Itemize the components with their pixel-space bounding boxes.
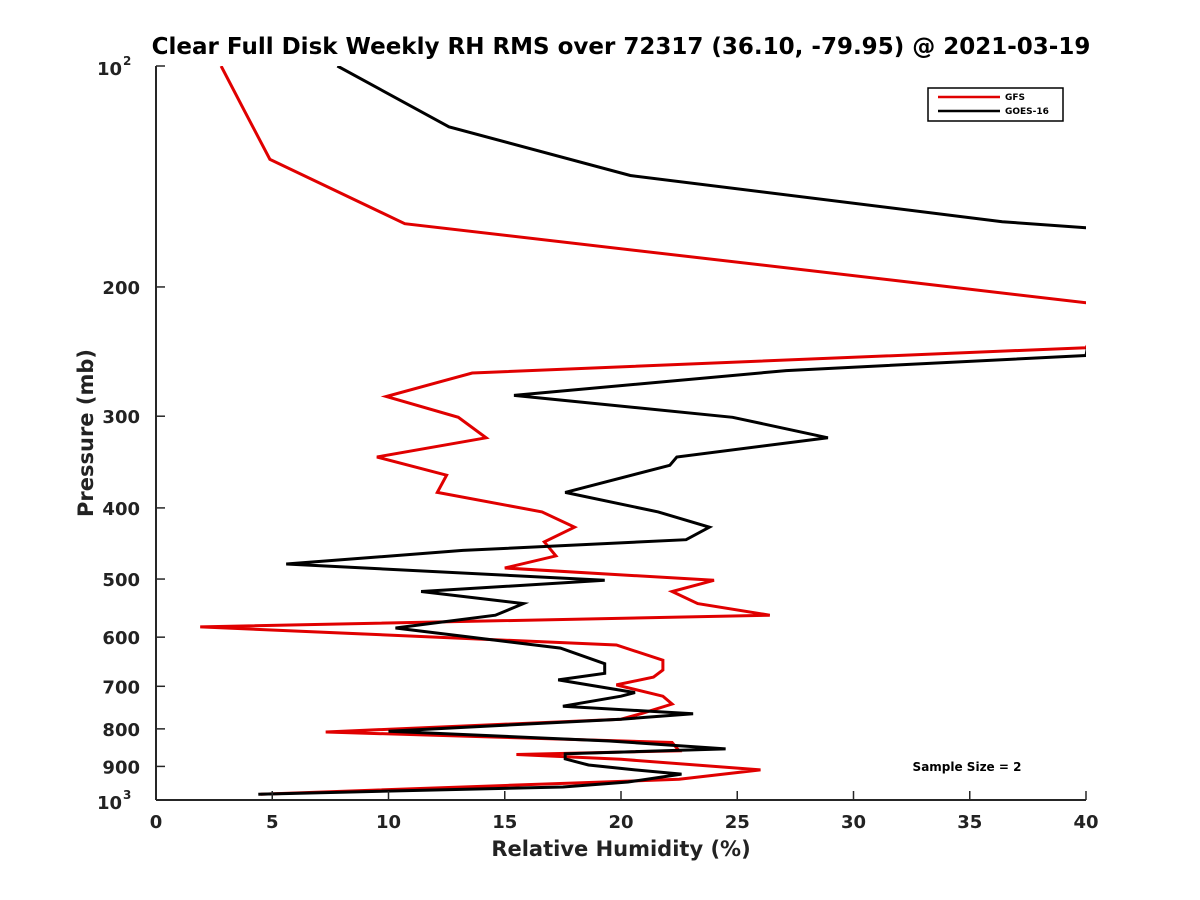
x-ticks: 0 5 10 15 20 25 30 35 40: [150, 791, 1099, 833]
y-tick-exponent: 2: [123, 54, 131, 68]
legend-box: [927, 87, 1064, 122]
x-tick-label: 15: [492, 812, 517, 833]
chart-title: Clear Full Disk Weekly RH RMS over 72317…: [152, 34, 1091, 60]
x-tick-label: 35: [957, 812, 982, 833]
legend: GFS GOES-16: [927, 87, 1064, 122]
y-tick-label: 10: [97, 59, 122, 80]
x-tick-label: 0: [150, 812, 163, 833]
x-tick-label: 10: [376, 812, 401, 833]
sample-size-annotation: Sample Size = 2: [913, 760, 1022, 774]
x-tick-label: 20: [608, 812, 633, 833]
y-tick-label: 700: [102, 677, 140, 698]
x-tick-label: 25: [725, 812, 750, 833]
y-tick-label: 500: [102, 570, 140, 591]
y-tick-label: 10: [97, 793, 122, 814]
x-tick-label: 30: [841, 812, 866, 833]
x-tick-label: 5: [266, 812, 279, 833]
y-tick-label: 300: [102, 407, 140, 428]
legend-label-goes16: GOES-16: [1005, 107, 1049, 117]
y-axis-label: Pressure (mb): [74, 349, 98, 517]
x-axis-label: Relative Humidity (%): [491, 837, 750, 861]
series-layer: [200, 66, 1086, 796]
y-tick-label: 800: [102, 720, 140, 741]
y-tick-exponent: 3: [123, 788, 131, 802]
x-tick-label: 40: [1073, 812, 1098, 833]
y-tick-label: 600: [102, 628, 140, 649]
plot-area: [156, 66, 1086, 800]
y-tick-label: 900: [102, 757, 140, 778]
legend-label-gfs: GFS: [1005, 93, 1025, 103]
series-line-goes16: [258, 66, 1086, 796]
y-tick-label: 200: [102, 278, 140, 299]
y-tick-label: 400: [102, 499, 140, 520]
